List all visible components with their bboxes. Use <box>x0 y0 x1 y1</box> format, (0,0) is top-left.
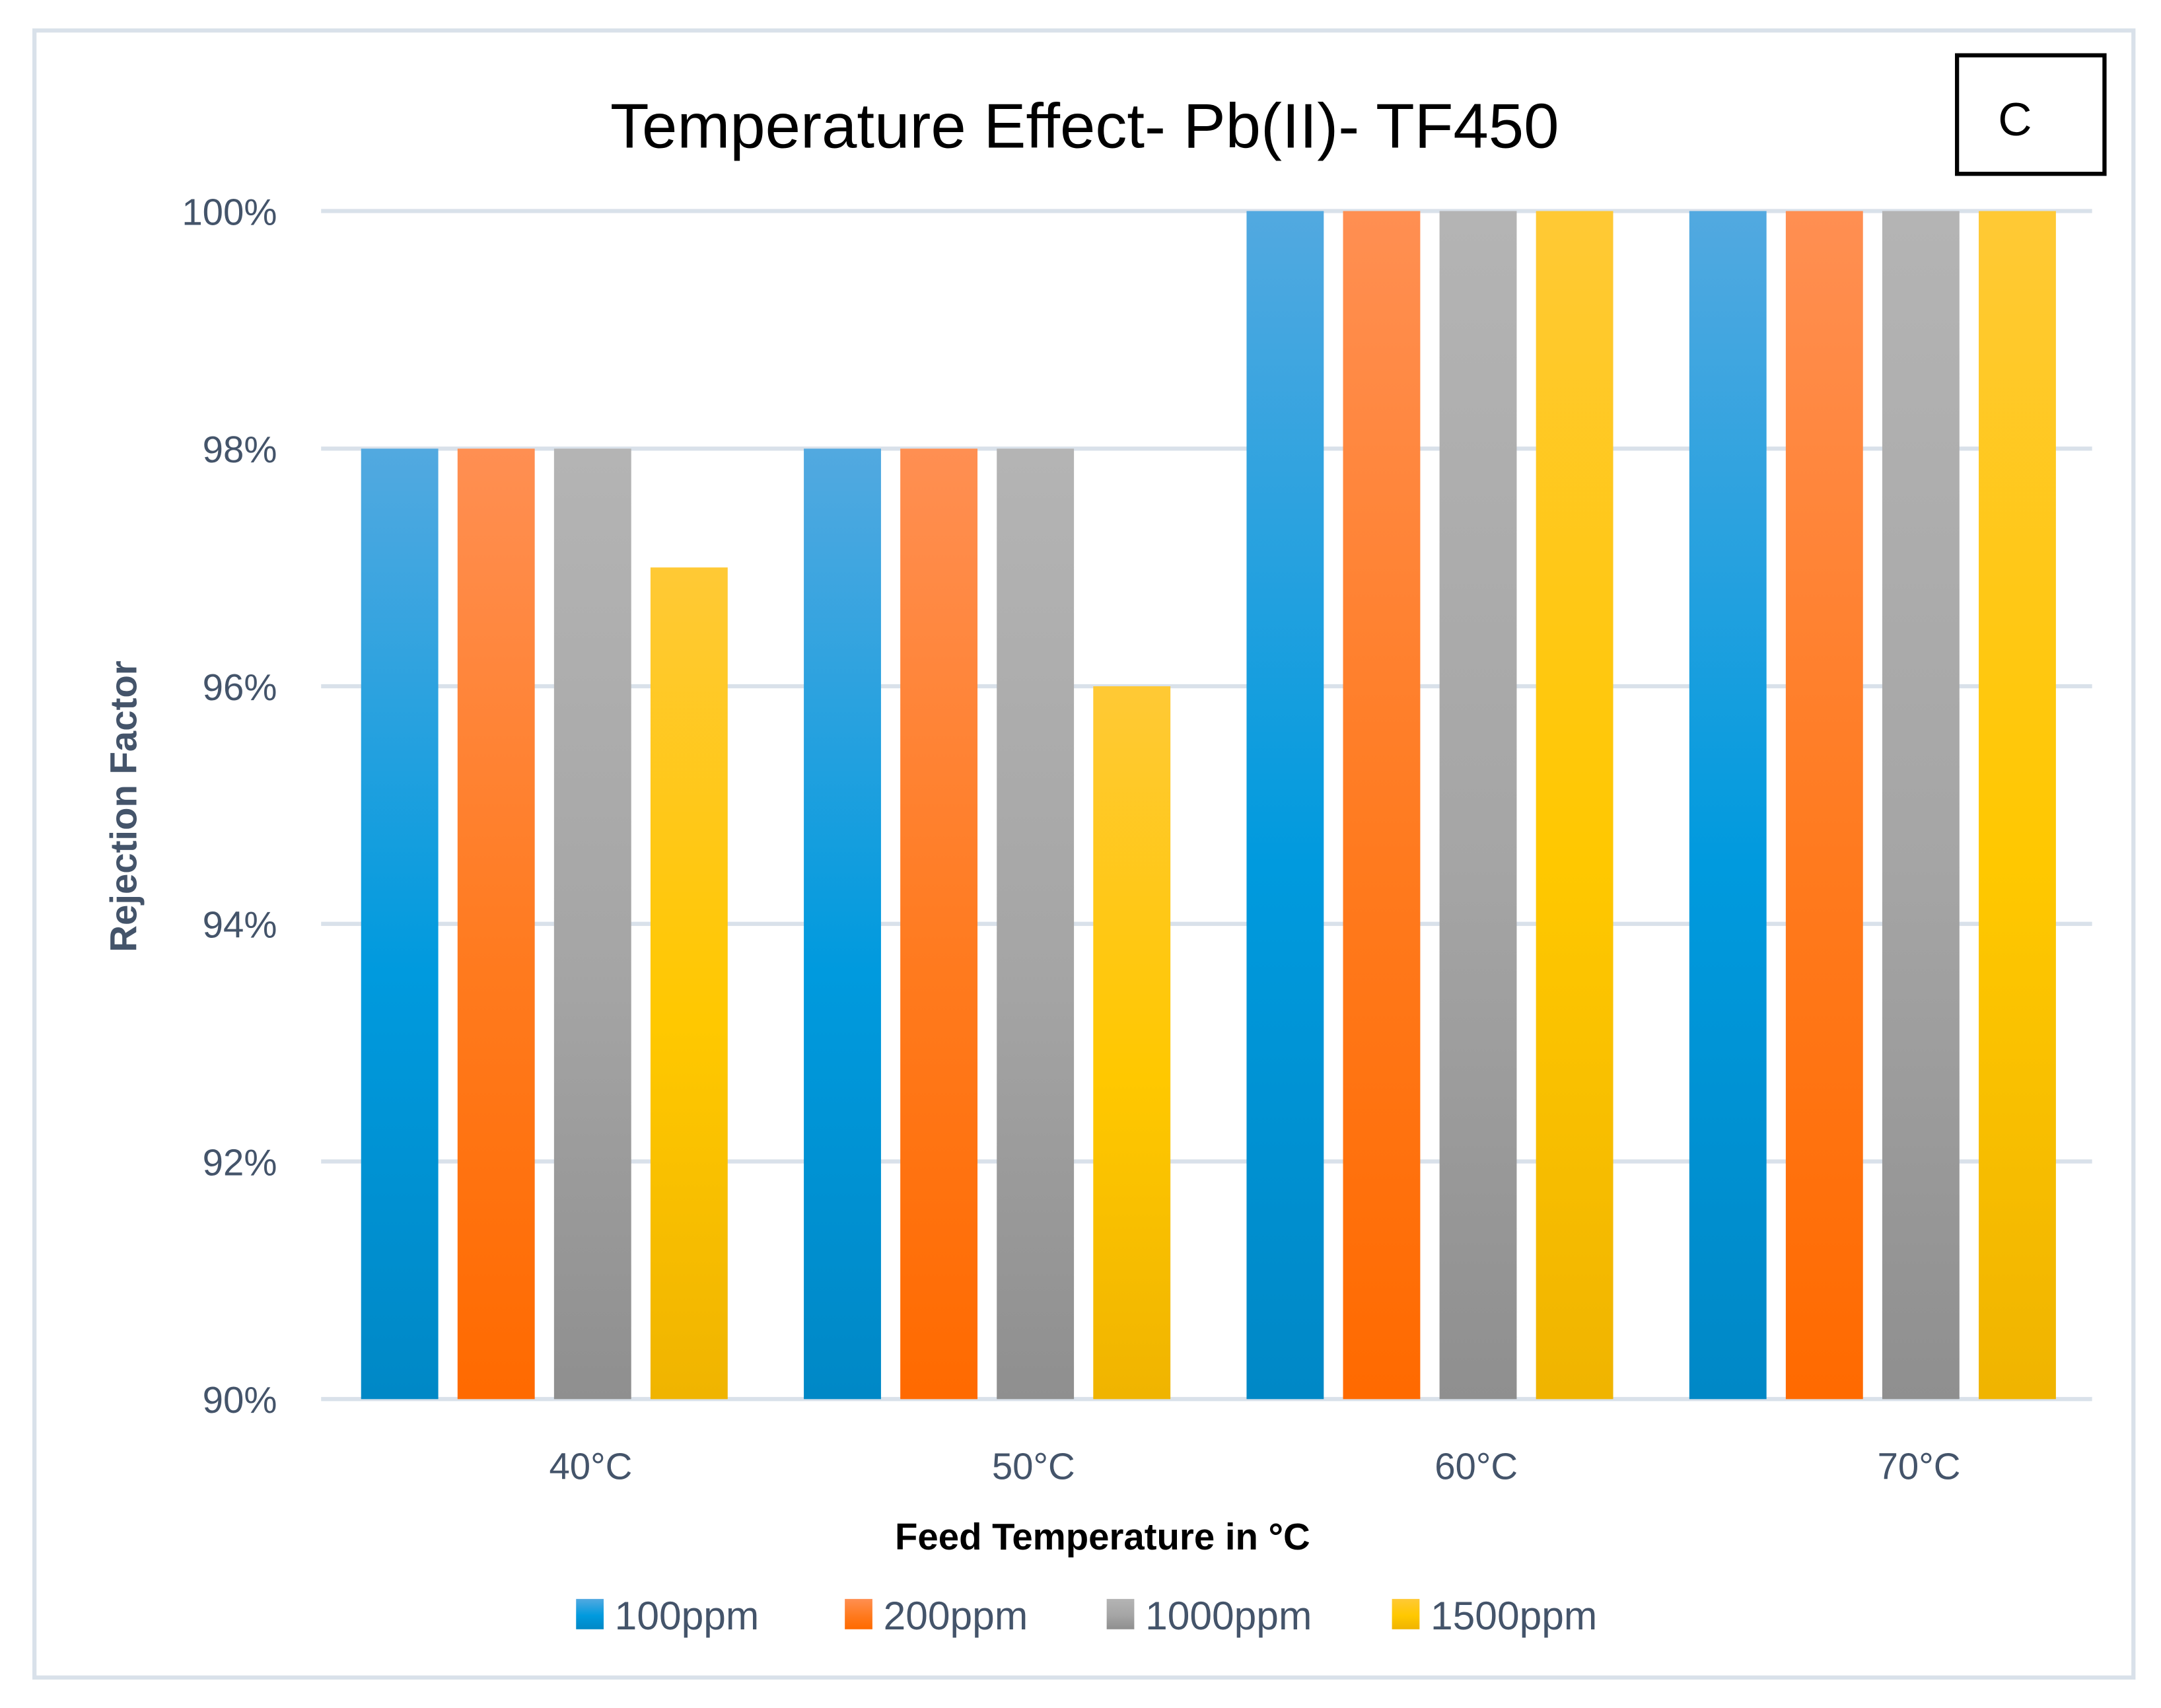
legend-swatch <box>1392 1598 1420 1629</box>
bar-1500ppm-0 <box>650 567 728 1400</box>
bar-1000ppm-0 <box>553 448 631 1400</box>
y-tick-label: 96% <box>203 666 277 708</box>
legend-item-1000ppm: 1000ppm <box>1106 1593 1312 1638</box>
bar-1000ppm-1 <box>997 448 1075 1400</box>
bar-200ppm-0 <box>457 448 535 1400</box>
y-tick-label: 92% <box>203 1141 277 1183</box>
legend-swatch <box>576 1598 604 1629</box>
legend-item-1500ppm: 1500ppm <box>1392 1593 1597 1638</box>
bar-200ppm-2 <box>1343 211 1421 1400</box>
y-tick-label: 94% <box>203 904 277 946</box>
panel-label-box <box>1955 53 2107 176</box>
bar-1500ppm-1 <box>1093 686 1171 1400</box>
y-tick-label: 100% <box>182 191 277 232</box>
y-tick-label: 90% <box>203 1379 277 1421</box>
x-tick-label: 50°C <box>992 1445 1075 1487</box>
x-tick-labels: 40°C 50°C 60°C 70°C <box>549 1445 1960 1487</box>
bar-1000ppm-2 <box>1439 211 1517 1400</box>
bar-1500ppm-3 <box>1979 211 2056 1400</box>
x-tick-label: 60°C <box>1435 1445 1518 1487</box>
legend-item-200ppm: 200ppm <box>845 1593 1028 1638</box>
x-tick-label: 70°C <box>1878 1445 1961 1487</box>
legend-item-100ppm: 100ppm <box>576 1593 759 1638</box>
bar-200ppm-3 <box>1785 211 1863 1400</box>
bar-100ppm-0 <box>361 448 439 1400</box>
x-tick-label: 40°C <box>549 1445 632 1487</box>
bar-1000ppm-3 <box>1882 211 1960 1400</box>
bar-100ppm-3 <box>1689 211 1767 1400</box>
chart-title: Temperature Effect- Pb(II)- TF450 <box>610 91 1559 162</box>
bar-1500ppm-2 <box>1536 211 1613 1400</box>
bars <box>361 211 2056 1400</box>
y-axis-title: Rejection Factor <box>103 660 145 952</box>
y-tick-label: 98% <box>203 429 277 470</box>
legend-label: 100ppm <box>615 1593 760 1638</box>
legend-swatch <box>845 1598 872 1629</box>
y-tick-labels: 90% 92% 94% 96% 98% 100% <box>182 191 277 1421</box>
legend-swatch <box>1106 1598 1135 1629</box>
legend-label: 200ppm <box>884 1593 1028 1638</box>
bar-200ppm-1 <box>900 448 978 1400</box>
legend-label: 1000ppm <box>1145 1593 1312 1638</box>
legend: 100ppm 200ppm 1000ppm 1500ppm <box>576 1593 1597 1638</box>
bar-100ppm-2 <box>1246 211 1324 1400</box>
x-axis-title: Feed Temperature in °C <box>895 1516 1310 1557</box>
legend-label: 1500ppm <box>1431 1593 1597 1638</box>
panel-label: C <box>1998 94 2032 146</box>
bar-100ppm-1 <box>804 448 881 1400</box>
